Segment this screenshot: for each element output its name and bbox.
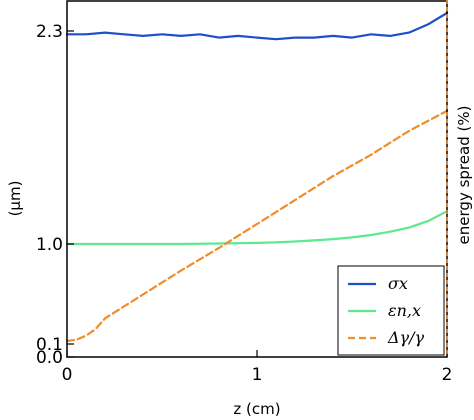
x-axis-label: z (cm)	[233, 400, 280, 418]
y2-axis-label: energy spread (%)	[455, 106, 473, 245]
series-line-3	[65, 109, 449, 343]
legend-box	[337, 265, 445, 356]
legend-label: εn,x	[388, 301, 421, 320]
ytick-labels: 0.00.1 1.0 2.3	[36, 22, 63, 368]
series-line-1	[65, 11, 449, 41]
ytick-label: 1.0	[36, 235, 63, 255]
y-axis-label: (μm)	[6, 181, 24, 217]
ytick-label: 0.1	[36, 335, 63, 355]
legend: σx εn,x Δγ/γ	[337, 265, 445, 356]
xtick-label: 2	[442, 365, 453, 385]
series-line-2	[65, 210, 449, 246]
ytick-label: 0.0	[36, 348, 63, 368]
series-layer	[65, 11, 449, 343]
legend-label: σx	[388, 274, 408, 293]
xtick-label: 0	[62, 365, 73, 385]
legend-label: Δγ/γ	[387, 328, 425, 347]
ytick-label: 2.3	[36, 22, 63, 42]
xtick-label: 1	[252, 365, 263, 385]
xtick-labels: 0 1 2	[62, 365, 453, 385]
